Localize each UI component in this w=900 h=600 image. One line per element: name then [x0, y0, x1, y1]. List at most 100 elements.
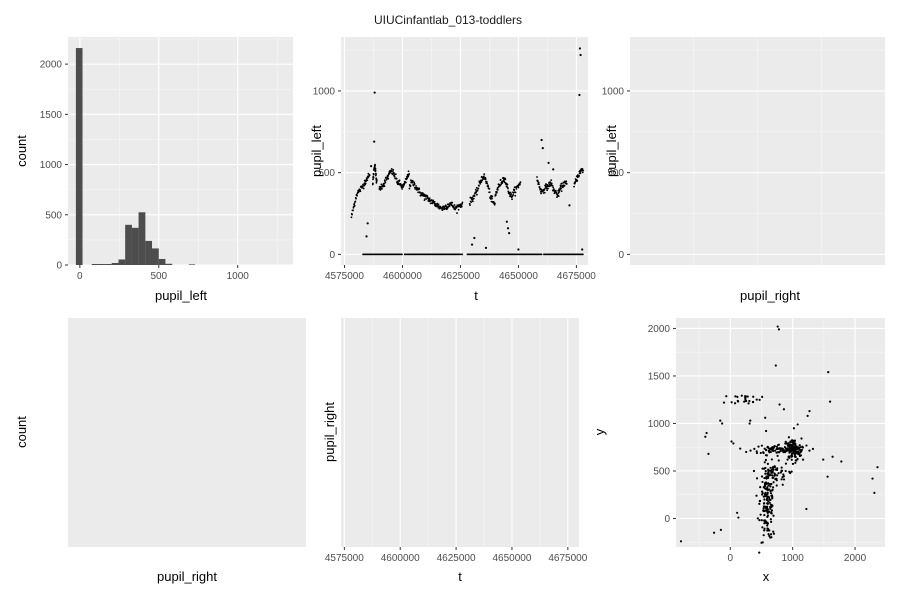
data-point	[373, 140, 376, 143]
data-point	[730, 401, 733, 404]
data-point	[762, 451, 765, 455]
data-point	[758, 500, 761, 503]
data-point	[563, 184, 566, 187]
data-point	[444, 204, 447, 207]
data-point	[771, 476, 774, 479]
data-point	[457, 208, 460, 211]
data-point	[759, 486, 762, 489]
data-point	[483, 175, 485, 178]
data-point	[788, 470, 791, 473]
data-point	[800, 450, 803, 453]
data-point	[515, 187, 518, 190]
data-point	[390, 170, 393, 173]
data-point	[391, 173, 394, 175]
data-point	[769, 466, 772, 469]
data-point	[559, 185, 562, 188]
data-point	[790, 450, 793, 453]
histogram-bar	[105, 263, 112, 265]
x-tick-label: 4675000	[557, 271, 596, 282]
data-point	[512, 193, 515, 196]
data-point	[725, 395, 728, 398]
data-point	[794, 445, 798, 449]
y-tick-label: 2000	[648, 324, 671, 335]
data-point	[801, 458, 805, 461]
data-point	[793, 453, 797, 457]
data-point	[766, 446, 769, 449]
data-point	[519, 181, 522, 184]
data-point	[488, 191, 491, 194]
data-point	[770, 533, 773, 536]
data-point	[790, 470, 793, 473]
histogram-bar	[138, 212, 146, 265]
y-axis-label: pupil_left	[309, 125, 324, 177]
data-point	[758, 519, 761, 522]
histogram-bar	[75, 48, 83, 265]
data-point	[765, 497, 769, 501]
data-point	[536, 179, 539, 182]
data-point	[508, 232, 511, 235]
data-point	[764, 472, 767, 475]
data-point	[560, 190, 563, 193]
data-point	[364, 182, 367, 185]
gridlines	[343, 318, 569, 547]
data-point	[759, 513, 762, 516]
data-point	[580, 169, 583, 172]
x-axis-label: pupil_right	[740, 288, 800, 303]
x-tick-label: 4600000	[383, 271, 422, 282]
y-tick-label: 0	[56, 261, 62, 272]
data-point	[782, 408, 786, 411]
data-point	[763, 495, 767, 498]
data-point	[437, 203, 440, 206]
data-point	[777, 459, 780, 462]
x-ticks: 4575000 4600000 4625000 4650000 4675000	[325, 547, 588, 564]
data-point	[798, 444, 801, 447]
data-point	[387, 177, 390, 180]
data-point	[797, 453, 801, 456]
data-point	[375, 178, 378, 181]
data-point	[505, 220, 508, 223]
data-point	[787, 436, 791, 439]
data-point	[787, 455, 790, 458]
data-point	[512, 191, 515, 194]
data-point	[770, 482, 773, 486]
data-point	[395, 177, 398, 180]
x-tick-label: 2000	[844, 553, 867, 564]
histogram-bar	[165, 263, 173, 265]
data-point	[581, 168, 584, 170]
data-point	[761, 395, 764, 399]
data-point	[353, 204, 356, 207]
data-point	[767, 510, 771, 514]
data-point	[763, 484, 767, 487]
data-point	[771, 448, 774, 451]
data-point	[763, 513, 766, 517]
data-point	[374, 167, 377, 170]
histogram-bar	[91, 263, 99, 265]
data-point	[831, 455, 834, 458]
data-point	[370, 165, 373, 168]
data-point	[790, 454, 793, 457]
data-point	[774, 449, 777, 452]
data-point	[796, 423, 799, 426]
data-point	[772, 532, 776, 535]
data-point	[840, 460, 843, 463]
data-point	[748, 399, 751, 403]
data-point	[379, 189, 382, 191]
data-point	[438, 207, 441, 210]
panel-scatter-x-y: 0 1000 2000 0 500 1000 1500 2000 x y	[592, 318, 885, 584]
data-point	[737, 516, 740, 519]
data-point	[402, 185, 405, 188]
x-axis-label: pupil_left	[155, 288, 207, 303]
data-point	[380, 183, 383, 186]
data-point	[762, 507, 765, 510]
data-point	[764, 458, 768, 462]
data-point	[808, 449, 811, 452]
data-point	[480, 181, 483, 184]
gridlines	[630, 37, 885, 265]
y-tick-label: 1000	[40, 160, 63, 171]
data-point	[375, 179, 378, 182]
data-point	[557, 195, 560, 198]
data-point	[481, 179, 484, 182]
data-point	[540, 192, 542, 195]
data-point	[777, 443, 781, 446]
x-tick-label: 1000	[782, 553, 805, 564]
